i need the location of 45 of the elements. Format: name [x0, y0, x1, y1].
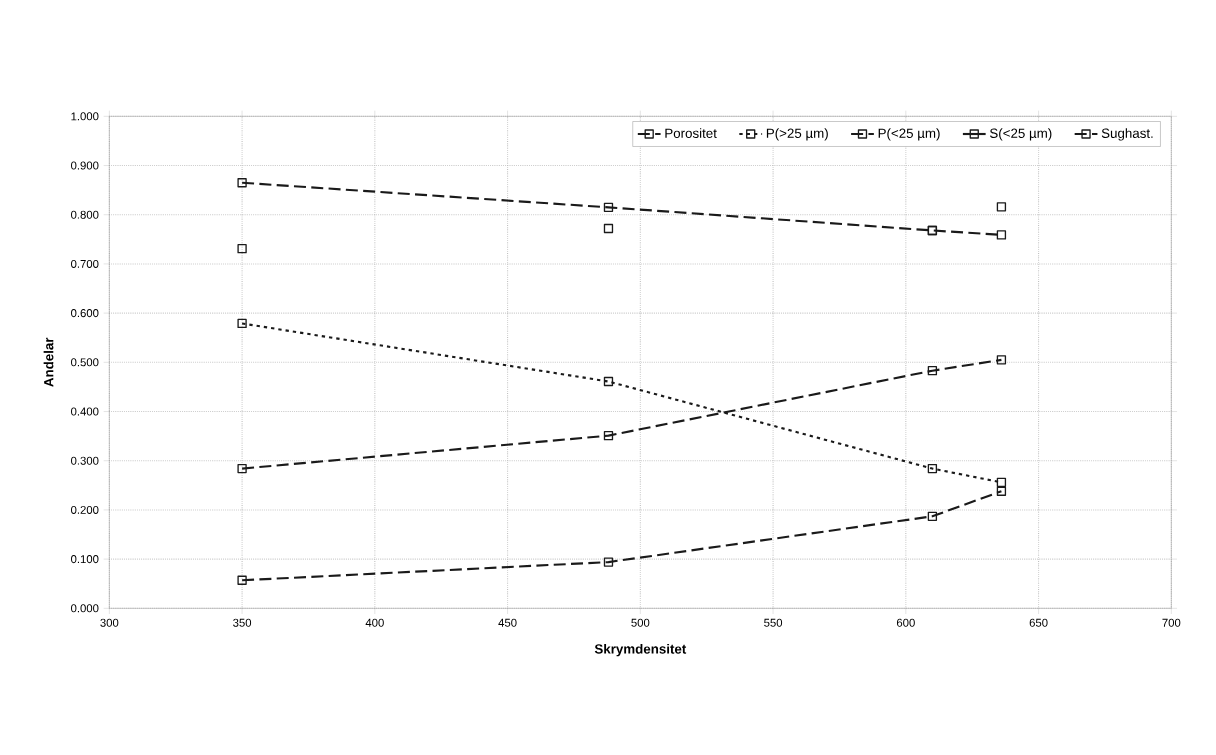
point [996, 355, 1007, 365]
point [603, 202, 614, 213]
point [603, 223, 614, 234]
x-tick-label: 500 [631, 618, 650, 627]
legend-label: S(<25 µm) [989, 128, 1052, 141]
y-tick-label: 0.500 [71, 358, 99, 367]
point [996, 202, 1007, 212]
point [927, 366, 938, 376]
y-tick-label: 0.000 [71, 604, 99, 613]
point [603, 557, 614, 567]
point [996, 477, 1007, 488]
point [996, 230, 1007, 240]
y-axis-title: Andelar [43, 337, 54, 387]
legend-label: P(>25 µm) [766, 128, 828, 141]
point [996, 486, 1007, 496]
y-tick-label: 0.800 [71, 210, 99, 219]
point [603, 376, 614, 387]
y-tick-label: 0.600 [71, 309, 99, 318]
point [927, 511, 938, 521]
point [237, 463, 247, 474]
y-tick-label: 0.200 [71, 505, 99, 514]
x-tick-label: 550 [764, 618, 783, 627]
x-tick-label: 650 [1029, 618, 1048, 627]
point [237, 178, 247, 188]
y-tick-label: 1.000 [71, 112, 99, 121]
y-tick-label: 0.700 [71, 259, 99, 268]
point [237, 575, 247, 585]
x-tick-label: 350 [233, 618, 252, 627]
x-tick-label: 300 [100, 618, 119, 627]
legend-label: P(<25 µm) [878, 128, 940, 141]
point [237, 318, 247, 329]
legend-label: Sughast. [1101, 128, 1153, 141]
x-axis-title: Skrymdensitet [594, 643, 687, 657]
y-tick-label: 0.900 [71, 161, 99, 170]
point [603, 430, 614, 441]
x-tick-label: 700 [1162, 618, 1181, 627]
point [237, 244, 247, 254]
point [927, 463, 938, 474]
y-tick-label: 0.400 [71, 407, 99, 416]
legend-label: Porositet [665, 128, 717, 138]
x-tick-label: 400 [365, 618, 384, 627]
y-tick-label: 0.300 [71, 456, 99, 465]
y-tick-label: 0.100 [71, 555, 99, 564]
x-tick-label: 450 [498, 618, 517, 627]
x-tick-label: 600 [896, 618, 915, 627]
